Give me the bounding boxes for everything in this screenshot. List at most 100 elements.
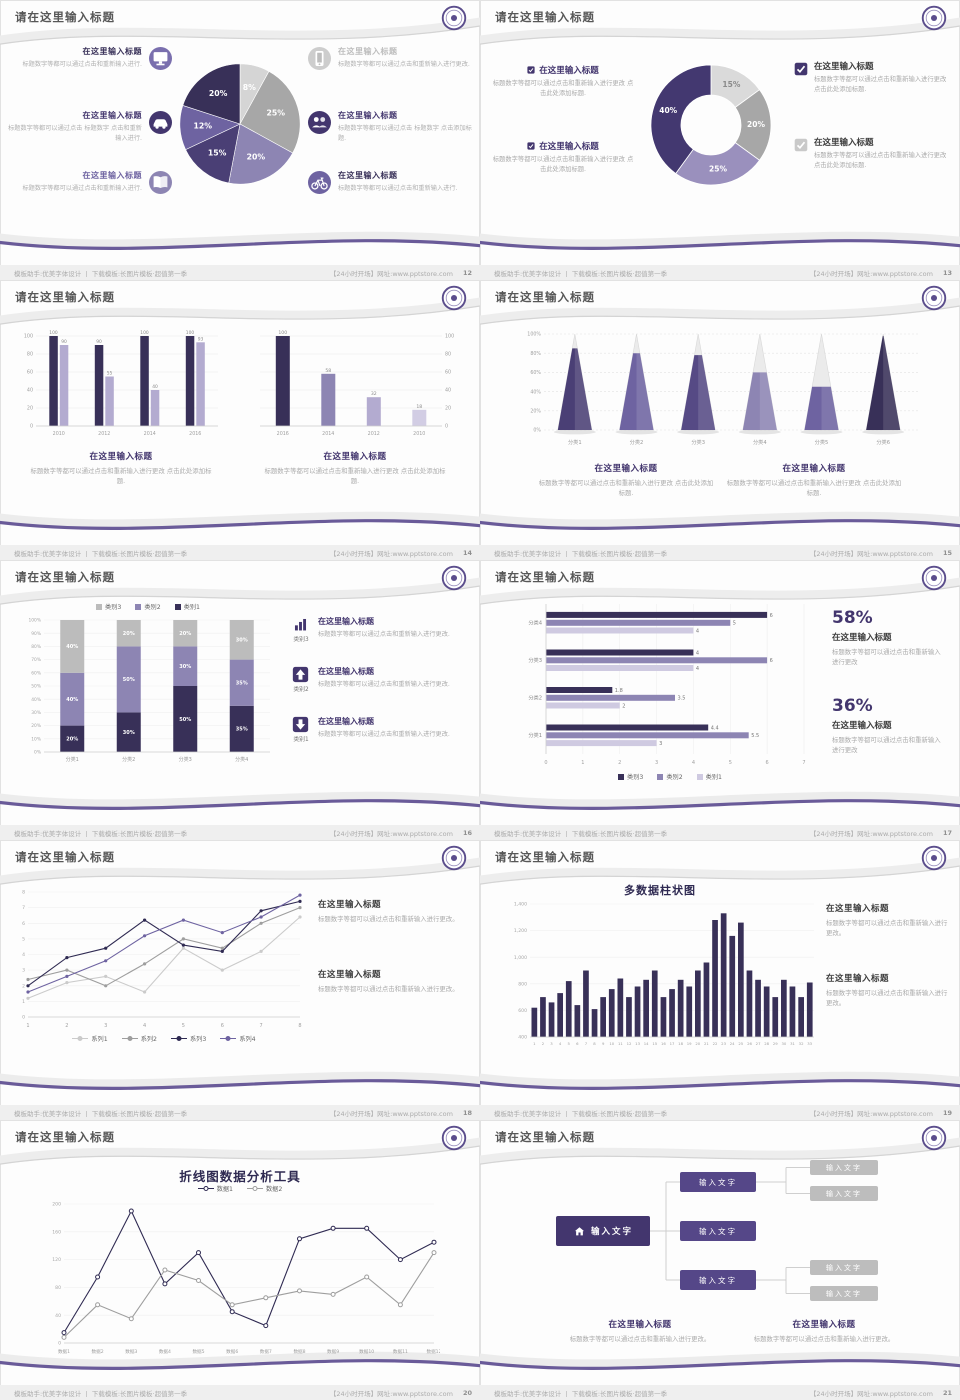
svg-text:4: 4 (559, 1041, 562, 1046)
svg-text:2012: 2012 (98, 431, 110, 437)
svg-text:数据2: 数据2 (92, 1348, 104, 1355)
svg-text:4: 4 (696, 650, 699, 656)
flow-mid-box: 输入文字 (680, 1270, 756, 1290)
logo-badge (921, 565, 947, 591)
slide-thumbnail-17[interactable]: 请在这里输入标题 0 1 2 3 4 5 6 7 分类4 6 5 4 分类3 4 6 4 分类2 1.8 3.5 2 分… (480, 560, 960, 840)
legend-label: 类别2 (144, 604, 161, 611)
svg-text:40%: 40% (31, 697, 41, 703)
legend-item: 类别2 (135, 602, 161, 611)
svg-text:30: 30 (781, 1041, 786, 1046)
callout-desc: 标题数字等都可以通过点击 标题数字 点击添加标题. (338, 125, 472, 142)
svg-text:20%: 20% (66, 737, 78, 743)
legend-label: 类别2 (666, 774, 683, 781)
svg-text:35%: 35% (236, 727, 248, 733)
slide-body: 0 20 40 60 80 100 2010 100 90 2012 90 55 2014 100 40 20… (0, 280, 480, 560)
slide-footer: 模板助手:优美字体设计 丨 下载模板:长图片模板·超值第一季 【24小时开场】网… (480, 265, 960, 280)
legend-item: 类别1 (174, 602, 200, 611)
page-number: 13 (942, 268, 952, 277)
callout-item: 在这里输入标题 标题数字等都可以通过点击和重新输入进行. (308, 170, 472, 194)
slide-thumbnail-15[interactable]: 请在这里输入标题 0% 20% 40% 60% 80% 100% 分类1 分类2 分类3 分类4 分… (480, 280, 960, 560)
legend-label: 数据2 (266, 1186, 283, 1193)
item-desc: 标题数字等都可以通过点击和重新输入进行更改. (318, 681, 450, 688)
svg-text:0: 0 (30, 424, 33, 430)
slide-thumbnail-13[interactable]: 请在这里输入标题 15% 20% 25% 40% 在这里输入标题 标题数字等都可以通过… (480, 0, 960, 280)
svg-text:7: 7 (22, 905, 25, 911)
slide-thumbnail-14[interactable]: 请在这里输入标题 0 20 40 60 80 100 2010 100 90 2012 90 55 20… (0, 280, 480, 560)
book-icon (149, 171, 172, 194)
svg-text:33: 33 (807, 1041, 812, 1046)
svg-text:80: 80 (55, 1285, 61, 1291)
donut-chart: 15% 20% 25% 40% (650, 64, 772, 186)
phone-icon (308, 47, 331, 70)
legend-label: 系列4 (239, 1036, 256, 1043)
svg-text:18: 18 (678, 1041, 683, 1046)
svg-text:2014: 2014 (144, 431, 156, 437)
legend-item: 系列1 (72, 1034, 108, 1043)
slide-title: 请在这里输入标题 (495, 10, 595, 24)
footer-left-text: 模板助手:优美字体设计 丨 下载模板:长图片模板·超值第一季 (494, 1109, 668, 1118)
footer-right-text: 【24小时开场】网址:www.pptstore.com (329, 829, 453, 838)
callout-title: 在这里输入标题 (338, 47, 398, 56)
page-number: 15 (942, 548, 952, 557)
slide-thumbnail-19[interactable]: 请在这里输入标题 多数据柱状图 400 600 800 1,000 1,200 1,400 1… (480, 840, 960, 1120)
check-icon (794, 138, 808, 152)
svg-text:40%: 40% (659, 106, 677, 115)
flow-leaf-box: 输入文字 (810, 1160, 878, 1175)
footer-right-text: 【24小时开场】网址:www.pptstore.com (329, 549, 453, 558)
block-desc: 标题数字等都可以通过点击和重新输入进行更改 点击此处添加标题. (726, 479, 902, 498)
stat-desc: 标题数字等都可以通过点击和重新输入进行更改 (832, 648, 941, 667)
logo-badge (921, 845, 947, 871)
donut-left-item: 在这里输入标题 标题数字等都可以通过点击和重新输入进行更改 点击此处添加标题. (490, 140, 636, 175)
svg-text:分类3: 分类3 (528, 656, 542, 664)
svg-text:数据6: 数据6 (226, 1348, 238, 1355)
svg-text:21: 21 (704, 1041, 709, 1046)
svg-text:18: 18 (416, 404, 422, 410)
svg-text:2016: 2016 (189, 431, 201, 437)
legend-item: 系列3 (171, 1034, 206, 1043)
slide-thumbnail-12[interactable]: 请在这里输入标题 8% 25% 20% 15% 12% 20% 在这里输入标题 标题数字等… (0, 0, 480, 280)
callout-desc: 标题数字等都可以通过点击和重新输入进行更改. (338, 61, 470, 68)
svg-text:35%: 35% (236, 681, 248, 687)
footer-left-text: 模板助手:优美字体设计 丨 下载模板:长图片模板·超值第一季 (14, 1109, 188, 1118)
svg-text:分类1: 分类1 (568, 438, 582, 446)
item-desc: 标题数字等都可以通过点击和重新输入进行更改 点击此处添加标题. (492, 156, 634, 174)
svg-text:1: 1 (22, 999, 25, 1005)
svg-text:14: 14 (644, 1041, 649, 1046)
icon-label: 类别1 (293, 737, 309, 743)
slide-footer: 模板助手:优美字体设计 丨 下载模板:长图片模板·超值第一季 【24小时开场】网… (0, 265, 480, 280)
legend-item: 类别2 (657, 772, 683, 781)
svg-text:6: 6 (22, 921, 25, 927)
svg-text:1: 1 (533, 1041, 536, 1046)
svg-text:1,000: 1,000 (514, 955, 527, 961)
bar-chart: 0 20 40 60 80 100 2016 100 2014 58 2012 32 2010 18 (260, 330, 454, 437)
footer-right-text: 【24小时开场】网址:www.pptstore.com (809, 1109, 933, 1118)
svg-text:25%: 25% (267, 109, 286, 118)
slide-thumbnail-20[interactable]: 请在这里输入标题 折线图数据分析工具 数据1 数据2 0 40 80 120 160 200 数据… (0, 1120, 480, 1400)
svg-text:30%: 30% (236, 638, 248, 644)
svg-text:200: 200 (52, 1202, 61, 1208)
hbar-chart-wrap: 0 1 2 3 4 5 6 7 分类4 6 5 4 分类3 4 6 4 分类2 1.8 3.5 2 分类1 4.4 5.5 3 (514, 600, 820, 772)
feature-item: 类别3 在这里输入标题 标题数字等都可以通过点击和重新输入进行更改. (292, 616, 470, 643)
svg-text:600: 600 (518, 1008, 527, 1014)
check-icon (527, 142, 535, 150)
svg-text:20%: 20% (209, 89, 228, 98)
slide-body: 折线图数据分析工具 数据1 数据2 0 40 80 120 160 200 数据1 数据2 数据3 数据… (0, 1120, 480, 1400)
text-block: 在这里输入标题 标题数字等都可以通过点击和重新输入进行更改。 (318, 968, 466, 994)
legend-label: 类别1 (183, 604, 200, 611)
legend-item: 类别3 (618, 772, 643, 781)
block-title: 在这里输入标题 (782, 464, 846, 474)
school-logo-icon (441, 285, 467, 311)
slide-thumbnail-21[interactable]: 请在这里输入标题 输入文字 输入文字 输入文字 输入文字 输入文字 输入文字 输入文字 输入文… (480, 1120, 960, 1400)
stat-desc: 标题数字等都可以通过点击和重新输入进行更改 (832, 736, 941, 755)
feature-item: 类别2 在这里输入标题 标题数字等都可以通过点击和重新输入进行更改. (292, 666, 470, 693)
svg-text:3: 3 (104, 1023, 107, 1029)
svg-text:100: 100 (186, 330, 195, 336)
slide-thumbnail-16[interactable]: 请在这里输入标题 类别3 类别2 类别1 0% 10% 20% 30% 40% 50% 60% 70… (0, 560, 480, 840)
svg-text:数据4: 数据4 (159, 1348, 171, 1355)
svg-text:20: 20 (445, 406, 451, 412)
svg-text:58: 58 (325, 368, 331, 374)
slide-thumbnail-18[interactable]: 请在这里输入标题 0 1 2 3 4 5 6 7 8 1 2 3 4 5 6 7 8 系列1 系列2 系列3 系列4 在… (0, 840, 480, 1120)
svg-text:数据5: 数据5 (192, 1348, 204, 1355)
cone-chart: 0% 20% 40% 60% 80% 100% 分类1 分类2 分类3 分类4 分类5 分类6 (527, 332, 918, 446)
legend-label: 类别3 (627, 774, 644, 781)
